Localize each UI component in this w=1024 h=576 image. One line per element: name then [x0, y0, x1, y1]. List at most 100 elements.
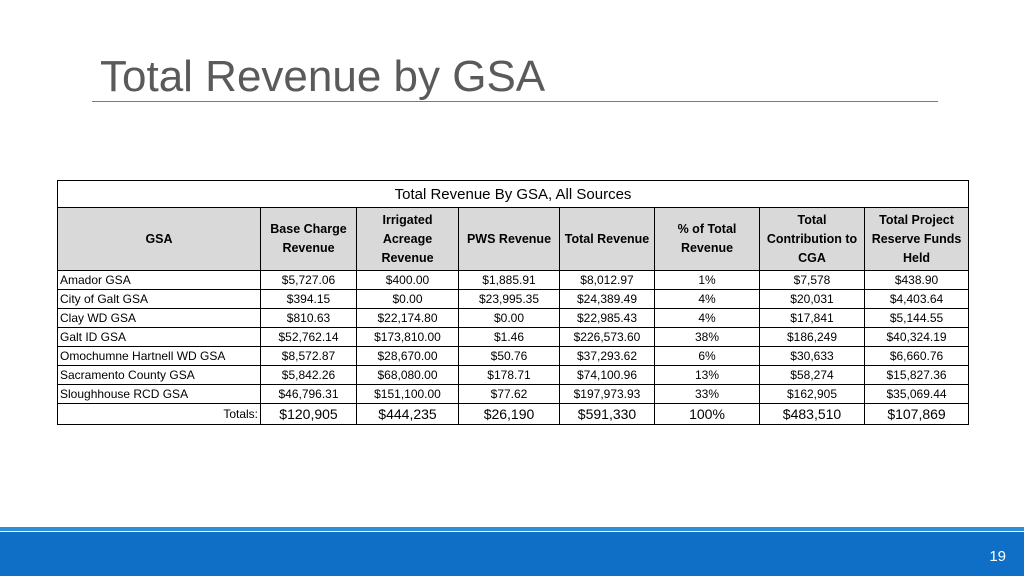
cell-reserve: $438.90 — [863, 270, 970, 290]
cell-irrigated: $400.00 — [356, 270, 459, 290]
cell-gsa: Clay WD GSA — [57, 308, 261, 328]
header-line: Base Charge — [270, 222, 347, 236]
totals-pws: $26,190 — [458, 403, 560, 425]
cell-pws: $77.62 — [458, 384, 560, 404]
header-gsa: GSA — [57, 207, 261, 271]
table-header-row: GSA Base Charge Revenue Irrigated Acreag… — [57, 207, 970, 271]
table-row: Amador GSA $5,727.06 $400.00 $1,885.91 $8,01… — [57, 270, 970, 290]
totals-contribution: $483,510 — [759, 403, 865, 425]
cell-irrigated: $0.00 — [356, 289, 459, 309]
revenue-table: Total Revenue By GSA, All Sources GSA Ba… — [56, 180, 970, 425]
cell-gsa: Sloughhouse RCD GSA — [57, 384, 261, 404]
cell-pws: $1.46 — [458, 327, 560, 347]
slide-title: Total Revenue by GSA — [100, 52, 546, 101]
cell-gsa: Galt ID GSA — [57, 327, 261, 347]
cell-reserve: $35,069.44 — [863, 384, 970, 404]
header-line: Revenue — [381, 250, 434, 265]
cell-pct: 38% — [654, 327, 760, 347]
header-line: Irrigated — [382, 212, 433, 227]
header-line: Revenue — [680, 241, 734, 255]
cell-irrigated: $22,174.80 — [356, 308, 459, 328]
cell-contribution: $30,633 — [759, 346, 865, 366]
cell-base: $52,762.14 — [260, 327, 357, 347]
title-underline — [92, 101, 938, 102]
cell-base: $46,796.31 — [260, 384, 357, 404]
cell-pws: $1,885.91 — [458, 270, 560, 290]
totals-total: $591,330 — [559, 403, 655, 425]
table-row: Omochumne Hartnell WD GSA $8,572.87 $28,67… — [57, 346, 970, 366]
page-number: 19 — [989, 548, 1006, 565]
cell-pws: $23,995.35 — [458, 289, 560, 309]
cell-gsa: Omochumne Hartnell WD GSA — [57, 346, 261, 366]
table-row: City of Galt GSA $394.15 $0.00 $23,995.35 $2… — [57, 289, 970, 309]
cell-irrigated: $68,080.00 — [356, 365, 459, 385]
header-line: Total Project — [879, 212, 954, 227]
header-total: Total Revenue — [559, 207, 655, 271]
cell-pct: 13% — [654, 365, 760, 385]
cell-total: $197,973.93 — [559, 384, 655, 404]
cell-contribution: $58,274 — [759, 365, 865, 385]
totals-irrigated: $444,235 — [356, 403, 459, 425]
footer-bar — [0, 532, 1024, 576]
totals-base: $120,905 — [260, 403, 357, 425]
table-caption-row: Total Revenue By GSA, All Sources — [56, 180, 970, 208]
cell-base: $5,727.06 — [260, 270, 357, 290]
header-contribution: Total Contribution to CGA — [759, 207, 865, 271]
header-line: Revenue — [282, 241, 335, 255]
cell-pws: $0.00 — [458, 308, 560, 328]
cell-contribution: $186,249 — [759, 327, 865, 347]
cell-base: $394.15 — [260, 289, 357, 309]
table-row: Clay WD GSA $810.63 $22,174.80 $0.00 $22,985… — [57, 308, 970, 328]
table-caption: Total Revenue By GSA, All Sources — [56, 180, 970, 208]
cell-pct: 4% — [654, 289, 760, 309]
totals-row: Totals: $120,905 $444,235 $26,190 $591,3… — [57, 403, 970, 425]
totals-reserve: $107,869 — [863, 403, 970, 425]
header-pws: PWS Revenue — [458, 207, 560, 271]
footer-accent-line — [0, 527, 1024, 531]
cell-contribution: $7,578 — [759, 270, 865, 290]
header-line: CGA — [798, 250, 826, 265]
cell-pct: 6% — [654, 346, 760, 366]
cell-pct: 4% — [654, 308, 760, 328]
header-line: Acreage — [382, 231, 433, 246]
cell-base: $810.63 — [260, 308, 357, 328]
cell-total: $24,389.49 — [559, 289, 655, 309]
table-row: Galt ID GSA $52,762.14 $173,810.00 $1.46 $22… — [57, 327, 970, 347]
cell-contribution: $162,905 — [759, 384, 865, 404]
header-line: Contribution to — [766, 231, 858, 246]
header-line: Reserve Funds — [871, 231, 962, 246]
cell-reserve: $4,403.64 — [863, 289, 970, 309]
cell-reserve: $6,660.76 — [863, 346, 970, 366]
cell-base: $8,572.87 — [260, 346, 357, 366]
cell-total: $22,985.43 — [559, 308, 655, 328]
header-reserve: Total Project Reserve Funds Held — [863, 207, 970, 271]
header-base-charge: Base Charge Revenue — [260, 207, 357, 271]
table-row: Sloughhouse RCD GSA $46,796.31 $151,100.00… — [57, 384, 970, 404]
cell-reserve: $5,144.55 — [863, 308, 970, 328]
cell-contribution: $20,031 — [759, 289, 865, 309]
totals-label: Totals: — [57, 403, 261, 425]
cell-reserve: $15,827.36 — [863, 365, 970, 385]
header-line: Total — [797, 212, 827, 227]
cell-total: $74,100.96 — [559, 365, 655, 385]
header-line: % of Total — [677, 222, 737, 236]
cell-pws: $50.76 — [458, 346, 560, 366]
cell-irrigated: $28,670.00 — [356, 346, 459, 366]
cell-total: $37,293.62 — [559, 346, 655, 366]
header-line: Held — [902, 250, 931, 265]
cell-gsa: Sacramento County GSA — [57, 365, 261, 385]
header-pct: % of Total Revenue — [654, 207, 760, 271]
table-row: Sacramento County GSA $5,842.26 $68,080.00… — [57, 365, 970, 385]
cell-gsa: City of Galt GSA — [57, 289, 261, 309]
totals-pct: 100% — [654, 403, 760, 425]
header-irrigated: Irrigated Acreage Revenue — [356, 207, 459, 271]
cell-pct: 33% — [654, 384, 760, 404]
cell-reserve: $40,324.19 — [863, 327, 970, 347]
cell-irrigated: $173,810.00 — [356, 327, 459, 347]
cell-pct: 1% — [654, 270, 760, 290]
cell-total: $8,012.97 — [559, 270, 655, 290]
cell-irrigated: $151,100.00 — [356, 384, 459, 404]
cell-total: $226,573.60 — [559, 327, 655, 347]
cell-pws: $178.71 — [458, 365, 560, 385]
cell-base: $5,842.26 — [260, 365, 357, 385]
